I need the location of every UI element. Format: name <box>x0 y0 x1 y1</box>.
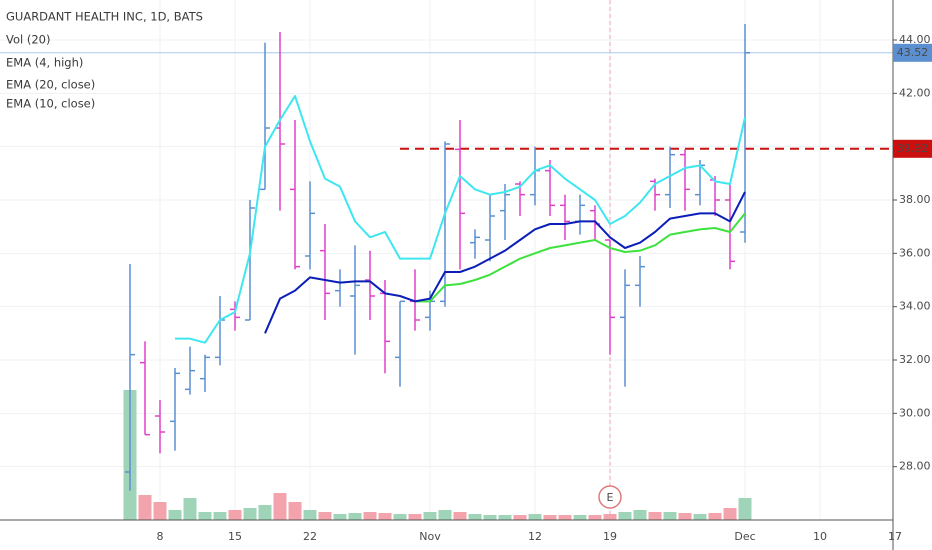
volume-bar <box>543 515 557 520</box>
ema-line <box>264 191 746 334</box>
volume-bar <box>393 514 407 520</box>
event-label: E <box>607 491 614 504</box>
volume-bar <box>618 512 632 520</box>
ema-line <box>415 212 746 303</box>
x-tick-label: 17 <box>888 530 902 543</box>
volume-bar <box>153 502 167 520</box>
volume-bar <box>363 512 377 520</box>
x-tick-label: Nov <box>419 530 441 543</box>
volume-bar <box>168 510 182 520</box>
volume-bar <box>513 515 527 520</box>
legend-entry: EMA (10, close) <box>6 97 95 111</box>
x-tick-label: 12 <box>528 530 542 543</box>
y-tick-label: 28.00 <box>899 460 931 473</box>
legend-entry: EMA (4, high) <box>6 56 83 70</box>
volume-bar <box>723 508 737 520</box>
volume-bar <box>333 514 347 520</box>
volume-bar <box>573 515 587 520</box>
x-tick-label: 15 <box>228 530 242 543</box>
volume-bar <box>378 513 392 520</box>
y-tick-label: 30.00 <box>899 406 931 419</box>
volume-bar <box>228 510 242 520</box>
chart-title: GUARDANT HEALTH INC, 1D, BATS <box>6 10 203 24</box>
x-tick-label: 19 <box>603 530 617 543</box>
x-tick-label: 8 <box>157 530 164 543</box>
y-tick-label: 38.00 <box>899 193 931 206</box>
volume-bar <box>318 512 332 520</box>
volume-bar <box>633 510 647 520</box>
last-price-label-bg <box>893 43 932 62</box>
resistance-label: 39.92 <box>897 142 929 155</box>
price-axis-bg <box>893 0 932 550</box>
last-price-label: 43.52 <box>897 46 929 59</box>
volume-bar <box>663 512 677 520</box>
ema-line <box>175 95 746 344</box>
volume-bar <box>483 515 497 520</box>
y-tick-label: 34.00 <box>899 300 931 313</box>
volume-bar <box>183 498 197 520</box>
volume-bar <box>438 510 452 520</box>
y-tick-label: 42.00 <box>899 86 931 99</box>
volume-bar <box>453 512 467 520</box>
y-tick-label: 36.00 <box>899 246 931 259</box>
legend: GUARDANT HEALTH INC, 1D, BATS Vol (20) E… <box>6 10 203 111</box>
volume-bar <box>558 515 572 520</box>
legend-entry: Vol (20) <box>6 33 50 47</box>
x-tick-label: 22 <box>303 530 317 543</box>
volume-bar <box>348 513 362 520</box>
plot-area: E <box>0 0 896 520</box>
volume-bar <box>678 513 692 520</box>
volume-bar <box>588 515 602 520</box>
volume-bar <box>258 505 272 520</box>
volume-bar <box>273 493 287 520</box>
resistance-label-bg <box>893 139 932 158</box>
volume-bar <box>198 512 212 520</box>
volume-bar <box>648 512 662 520</box>
y-tick-label: 44.00 <box>899 33 931 46</box>
volume-bar <box>468 514 482 520</box>
volume-bar <box>423 512 437 520</box>
y-tick-label: 32.00 <box>899 353 931 366</box>
legend-entry: EMA (20, close) <box>6 78 95 92</box>
volume-bar <box>603 514 617 520</box>
volume-bar <box>213 512 227 520</box>
volume-bar <box>528 514 542 520</box>
event-marker <box>598 485 622 509</box>
x-tick-label: Dec <box>734 530 755 543</box>
volume-bar <box>303 510 317 520</box>
volume-bar <box>408 514 422 520</box>
time-axis-bg <box>0 520 893 550</box>
volume-bar <box>738 498 752 520</box>
volume-bar <box>693 514 707 520</box>
volume-bar <box>708 513 722 520</box>
volume-bar <box>243 508 257 520</box>
volume-bar <box>288 502 302 520</box>
volume-bar <box>498 515 512 520</box>
volume-bar <box>138 495 152 520</box>
x-tick-label: 10 <box>813 530 827 543</box>
